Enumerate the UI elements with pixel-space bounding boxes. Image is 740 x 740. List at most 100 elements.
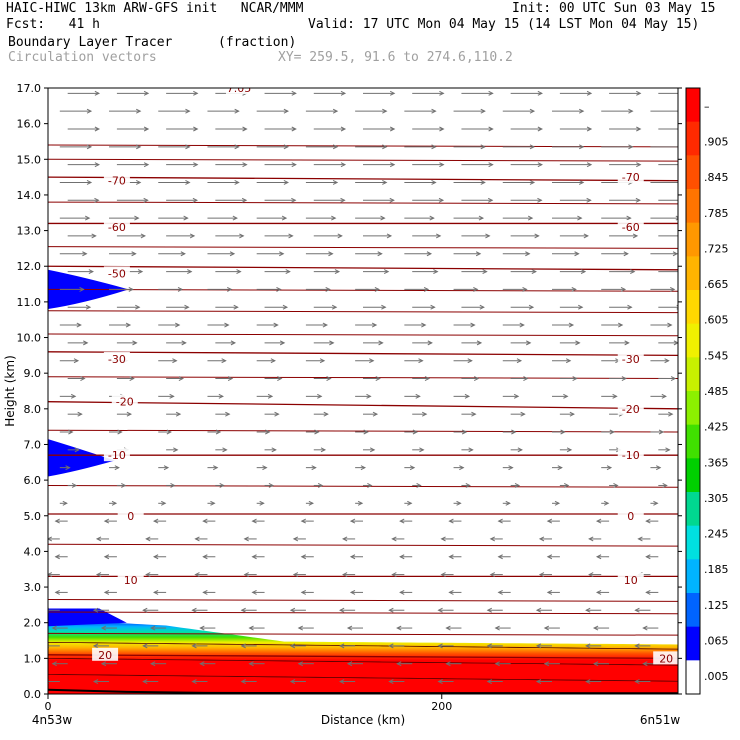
colorbar-swatch (686, 290, 700, 325)
vector-arrowhead (340, 162, 347, 168)
colorbar-label: .485 (704, 385, 729, 398)
x-tick-label: 0 (45, 700, 52, 713)
y-tick-label: 7.0 (24, 438, 42, 451)
vector-arrowhead (340, 126, 347, 132)
vector-arrowhead (234, 144, 240, 150)
vector-arrowhead (153, 589, 159, 595)
vector-arrowhead (292, 572, 299, 578)
colorbar-swatch (686, 525, 700, 560)
vector-arrowhead (281, 215, 288, 221)
vector-arrowhead (557, 465, 563, 471)
vector-arrowhead (153, 554, 159, 560)
colorbar-label: .305 (704, 492, 729, 505)
vector-arrowhead (329, 340, 335, 346)
vector-arrowhead (215, 429, 222, 435)
vector-arrowhead (382, 144, 388, 150)
vector-arrowhead (595, 554, 602, 560)
vector-arrowhead (142, 679, 148, 684)
vector-arrowhead (153, 518, 159, 524)
vector-arrowhead (628, 144, 634, 150)
vector-arrowhead (169, 393, 175, 399)
vector-arrowhead (497, 518, 503, 524)
vector-arrowhead (332, 180, 339, 185)
colorbar-swatch (686, 121, 700, 156)
vector-arrowhead (91, 233, 97, 239)
vector-arrowhead (445, 625, 451, 631)
contour-label-bg (117, 572, 144, 586)
vector-arrowhead (377, 251, 383, 257)
vector-arrowhead (85, 304, 92, 310)
vector-arrowhead (251, 518, 257, 524)
vector-arrowhead (489, 536, 496, 542)
vector-arrowhead (565, 358, 572, 364)
vector-arrowhead (279, 251, 285, 257)
vector-arrowhead (416, 483, 422, 488)
vector-arrowhead (381, 304, 387, 310)
vector-arrowhead (283, 108, 290, 114)
y-tick-label: 2.0 (24, 617, 42, 630)
vector-field (48, 90, 678, 684)
vector-arrowhead (572, 376, 578, 381)
contour-bl-line (48, 656, 678, 666)
vector-arrowhead (54, 589, 60, 595)
colorbar-label: .005 (704, 670, 729, 683)
vector-arrowhead (360, 465, 367, 471)
colorbar-frame (685, 87, 701, 695)
vector-arrowhead (248, 625, 254, 631)
vector-arrowhead (448, 589, 454, 595)
vector-arrowhead (437, 643, 443, 649)
vector-arrowhead (103, 518, 110, 524)
vector-arrowhead (94, 90, 101, 96)
vector-arrowhead (621, 376, 627, 381)
vector-arrowhead (150, 625, 156, 631)
colorbar-label: – (704, 100, 710, 113)
vector-arrowhead (399, 518, 405, 524)
colorbar-label: .785 (704, 207, 729, 220)
vector-arrowhead (297, 661, 304, 667)
vector-arrowhead (251, 589, 257, 595)
vector-arrowhead (83, 340, 89, 346)
vector-arrowhead (291, 197, 297, 203)
vector-arrowhead (467, 358, 473, 364)
colorbar-label: .125 (704, 599, 729, 612)
contour-label: -30 (108, 353, 126, 366)
vector-arrowhead (523, 376, 529, 381)
vector-arrowhead (76, 322, 82, 328)
vector-arrowhead (412, 429, 419, 435)
vector-arrowhead (366, 393, 372, 399)
contour-label-bg (617, 220, 644, 234)
vector-arrowhead (418, 358, 424, 364)
vector-arrowhead (297, 625, 304, 631)
vector-arrowhead (578, 180, 585, 185)
vector-arrowhead (480, 144, 486, 150)
vector-arrowhead (430, 304, 436, 310)
terrain-line (48, 688, 678, 694)
contour-label: 10 (624, 574, 638, 587)
vector-arrowhead (479, 304, 485, 310)
y-tick-label: 10.0 (17, 332, 42, 345)
contour-label-bg (111, 394, 138, 408)
vector-arrowhead (409, 465, 416, 471)
vector-arrowhead (592, 661, 599, 667)
contour-line (48, 611, 678, 615)
overlay-name: Circulation vectors (8, 50, 157, 65)
contour-label-bg (617, 401, 644, 415)
vector-arrowhead (367, 483, 373, 488)
field-units: (fraction) (218, 35, 297, 50)
vector-arrowhead (415, 393, 421, 399)
vector-arrowhead (488, 90, 494, 96)
vector-arrowhead (194, 572, 200, 578)
vector-arrowhead (240, 643, 246, 649)
vector-arrowhead (642, 661, 648, 667)
vector-arrowhead (86, 144, 93, 150)
vector-arrowhead (88, 269, 94, 275)
contour-8 (48, 654, 678, 660)
vector-arrowhead (465, 483, 471, 488)
vector-arrowhead (111, 500, 118, 506)
vector-arrowhead (234, 108, 240, 114)
vector-arrowhead (419, 447, 425, 453)
colorbar-swatch (686, 458, 700, 493)
vector-arrowhead (435, 233, 442, 239)
vector-arrowhead (92, 607, 99, 613)
vector-arrowhead (440, 572, 446, 578)
